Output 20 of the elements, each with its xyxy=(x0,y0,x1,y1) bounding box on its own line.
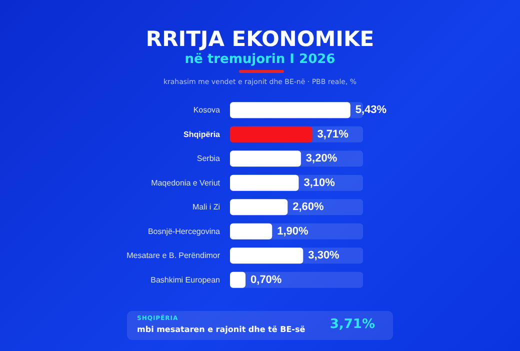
y-tick-label: Kosova xyxy=(193,106,221,115)
text: mbi mesataren e rajonit dhe të BE-së xyxy=(137,325,306,334)
data-label: 3,71% xyxy=(317,128,349,140)
data-label: 3,20% xyxy=(306,152,338,165)
data-label: 1,90% xyxy=(277,225,309,238)
data-label: 3,30% xyxy=(308,250,340,262)
data-label: 5,43% xyxy=(355,104,387,116)
text: 3,71% xyxy=(330,317,375,332)
y-tick-label: Mali i Zi xyxy=(192,202,220,212)
y-tick-label: Bashkimi European xyxy=(150,275,220,284)
data-label: 0,70% xyxy=(250,274,282,286)
y-tick-label: Serbia xyxy=(196,154,221,164)
chart-subtitle: në tremujorin I 2026 xyxy=(184,52,336,67)
data-label: 2,60% xyxy=(292,201,324,214)
y-tick-label: Bosnjë-Hercegovina xyxy=(148,226,221,236)
chart-title: RRITJA EKONOMIKE xyxy=(144,27,376,51)
y-tick-label: Maqedonia e Veriut xyxy=(151,178,221,188)
data-label: 3,10% xyxy=(304,176,336,189)
y-tick-label: Mesatare e B. Perëndimor xyxy=(126,251,220,260)
y-tick-label: Shqipëria xyxy=(184,130,221,139)
